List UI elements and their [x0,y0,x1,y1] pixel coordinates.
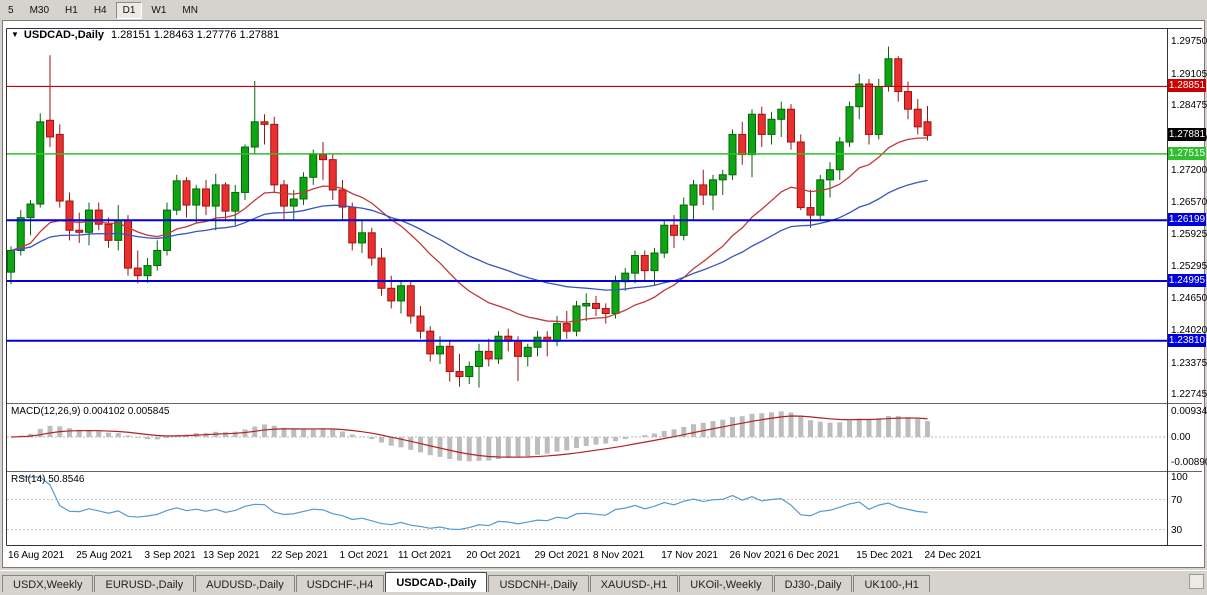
timeframe-button-h4[interactable]: H4 [87,2,114,19]
chart-tabbar: USDX,WeeklyEURUSD-,DailyAUDUSD-,DailyUSD… [0,570,1207,592]
price-tick: 1.29750 [1171,36,1207,47]
time-tick-label: 26 Nov 2021 [730,550,787,561]
macd-layer [7,411,1167,461]
current-price-badge: 1.27881 [1168,128,1206,141]
time-tick-label: 25 Aug 2021 [76,550,132,561]
rsi-layer [7,477,1167,530]
rsi-indicator-label: RSI(14) 50.8546 [11,474,84,485]
time-tick-label: 6 Dec 2021 [788,550,839,561]
time-tick-label: 29 Oct 2021 [535,550,589,561]
macd-tick: -0.00890 [1171,457,1207,468]
level-price-badge: 1.27515 [1168,147,1206,160]
chart-tab-usdcnh-daily[interactable]: USDCNH-,Daily [488,575,588,592]
chart-tab-usdx-weekly[interactable]: USDX,Weekly [2,575,93,592]
timeframe-button-mn[interactable]: MN [175,2,205,19]
time-tick-label: 17 Nov 2021 [661,550,718,561]
levels-layer [7,86,1167,340]
level-price-badge: 1.28851 [1168,79,1206,92]
tab-scroll-button[interactable] [1189,574,1204,589]
time-tick-label: 20 Oct 2021 [466,550,520,561]
chart-tabs: USDX,WeeklyEURUSD-,DailyAUDUSD-,DailyUSD… [2,572,931,592]
level-price-badge: 1.26199 [1168,213,1206,226]
rsi-tick: 30 [1171,525,1182,536]
price-tick: 1.25925 [1171,229,1207,240]
time-tick-label: 11 Oct 2021 [398,550,452,561]
time-axis[interactable]: 16 Aug 2021 25 Aug 2021 3 Sep 2021 13 Sep 2… [3,547,1167,565]
macd-indicator-label: MACD(12,26,9) 0.004102 0.005845 [11,406,169,417]
rsi-tick: 70 [1171,495,1182,506]
chart-tab-dj30-daily[interactable]: DJ30-,Daily [774,575,853,592]
price-tick: 1.25295 [1171,261,1207,272]
time-tick-label: 8 Nov 2021 [593,550,644,561]
price-tick: 1.23375 [1171,358,1207,369]
price-tick: 1.27200 [1171,165,1207,176]
timeframe-button-w1[interactable]: W1 [144,2,173,19]
time-tick-label: 16 Aug 2021 [8,550,64,561]
chart-symbol-label: USDCAD-,Daily [24,29,104,41]
chart-ohlc-readout: 1.28151 1.28463 1.27776 1.27881 [111,29,279,41]
time-tick-label: 3 Sep 2021 [145,550,196,561]
chart-canvas[interactable] [3,21,1204,567]
candles-layer [8,47,932,388]
price-tick: 1.28475 [1171,100,1207,111]
price-tick: 1.22745 [1171,389,1207,400]
time-tick-label: 13 Sep 2021 [203,550,260,561]
timeframe-button-d1[interactable]: D1 [116,2,143,19]
rsi-tick: 100 [1171,472,1188,483]
level-price-badge: 1.23810 [1168,334,1206,347]
timeframe-toolbar: 5M30H1H4D1W1MN [0,0,1207,20]
time-tick-label: 22 Sep 2021 [271,550,328,561]
time-tick-label: 15 Dec 2021 [856,550,913,561]
ma-fast-line [11,138,928,322]
chart-tab-audusd-daily[interactable]: AUDUSD-,Daily [195,575,295,592]
time-tick-label: 1 Oct 2021 [340,550,389,561]
chart-tab-eurusd-daily[interactable]: EURUSD-,Daily [94,575,194,592]
chart-tab-usdchf-h4[interactable]: USDCHF-,H4 [296,575,385,592]
one-click-trading-icon[interactable]: ▼ [11,30,19,39]
chart-tab-uk100-h1[interactable]: UK100-,H1 [853,575,929,592]
time-tick-label: 24 Dec 2021 [925,550,982,561]
price-tick: 1.24650 [1171,293,1207,304]
timeframe-button-h1[interactable]: H1 [58,2,85,19]
price-tick: 1.26570 [1171,197,1207,208]
level-price-badge: 1.24995 [1168,274,1206,287]
chart-title: ▼ USDCAD-,Daily 1.28151 1.28463 1.27776 1.… [11,29,279,41]
rsi-line [21,477,928,529]
price-axis[interactable]: 1.297501.291051.284751.278301.272001.265… [1168,21,1206,567]
macd-tick: 0.009345 [1171,406,1207,417]
chart-tab-xauusd-h1[interactable]: XAUUSD-,H1 [590,575,679,592]
price-tick: 1.29105 [1171,69,1207,80]
ma-layer [11,138,928,322]
chart-tab-usdcad-daily[interactable]: USDCAD-,Daily [385,572,487,592]
timeframe-button-m30[interactable]: M30 [23,2,56,19]
chart-tab-ukoil-weekly[interactable]: UKOil-,Weekly [679,575,772,592]
macd-tick: 0.00 [1171,432,1190,443]
timeframe-button-5[interactable]: 5 [1,2,21,19]
chart-window: ▼ USDCAD-,Daily 1.28151 1.28463 1.27776 1.… [2,20,1205,568]
